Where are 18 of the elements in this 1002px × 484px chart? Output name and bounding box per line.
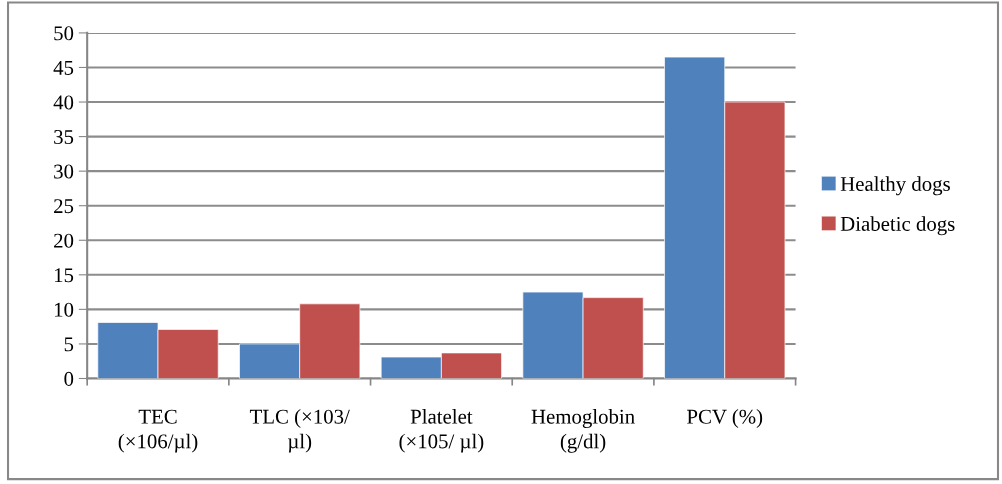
y-tick-label: 10: [54, 302, 74, 317]
legend-label: Healthy dogs: [840, 176, 950, 196]
y-tick-label: 50: [54, 26, 74, 41]
x-tick-label: Hemoglobin (g/dl): [531, 409, 635, 453]
y-tick-label: 0: [64, 371, 74, 386]
y-tick-label: 5: [64, 337, 74, 352]
x-tick-label: Platelet (×105/ µl): [399, 409, 484, 453]
legend-label: Diabetic dogs: [840, 216, 955, 236]
y-tick-label: 20: [54, 233, 74, 248]
x-tick-label: TEC (×106/µl): [118, 409, 198, 453]
y-tick-label: 45: [53, 60, 74, 75]
y-tick-label: 25: [54, 199, 74, 214]
y-tick-label: 35: [54, 130, 74, 145]
y-tick-label: 40: [53, 95, 74, 110]
x-tick-label: PCV (%): [687, 409, 763, 428]
y-tick-label: 30: [54, 164, 74, 179]
y-tick-label: 15: [54, 268, 74, 283]
x-tick-label: TLC (×103/ µl): [249, 409, 350, 453]
